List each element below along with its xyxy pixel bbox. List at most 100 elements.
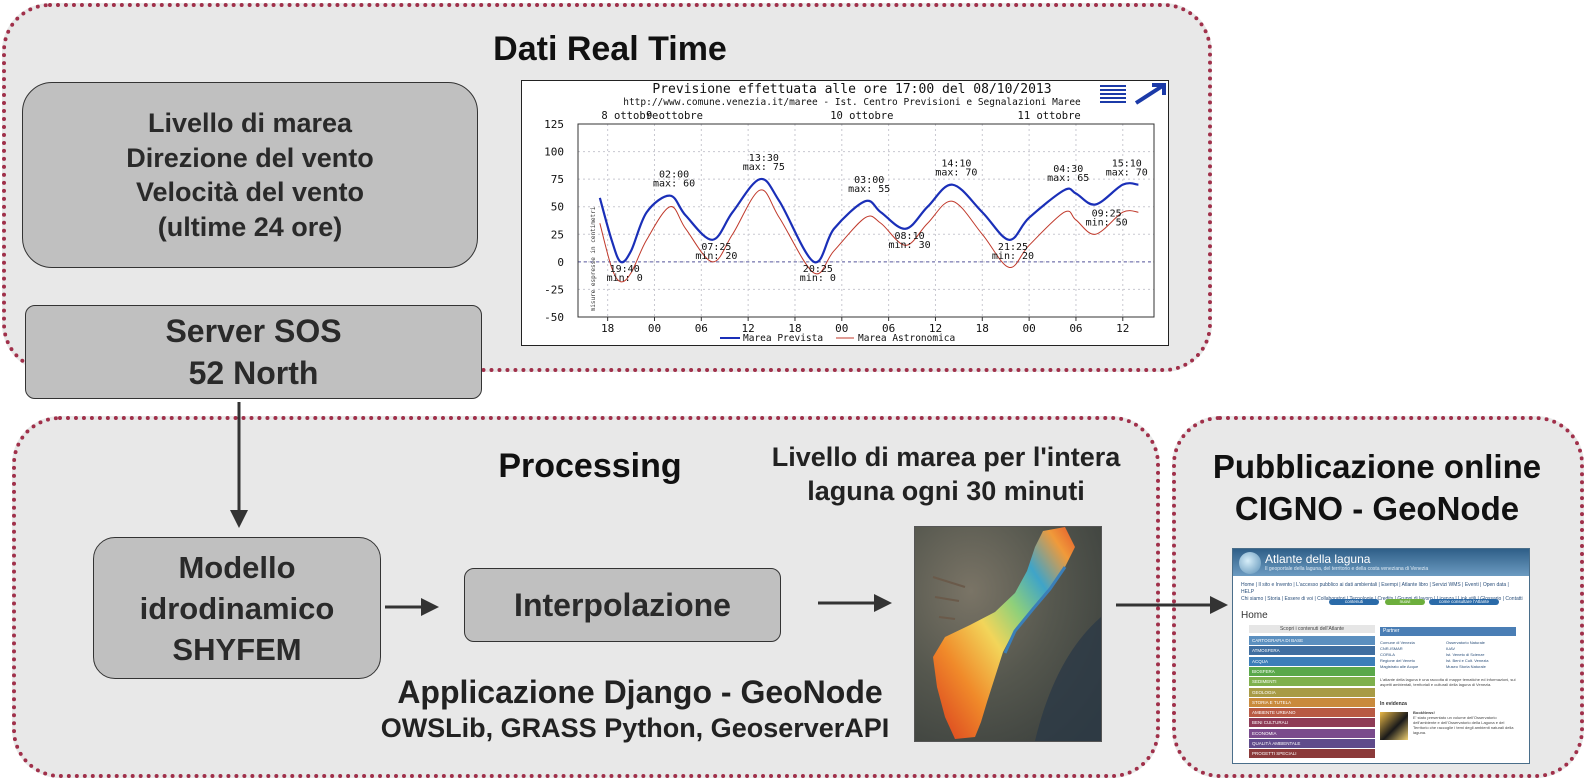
interpolation-label: Interpolazione [514, 586, 731, 623]
processing-title: Processing [498, 447, 682, 485]
x-tick-label-9: 00 [1022, 322, 1035, 335]
site-category-4[interactable]: SEDIMENTI [1249, 677, 1375, 687]
venice-logo-icon [1098, 82, 1166, 105]
site-paragraph: L'atlante della laguna è una raccolta di… [1380, 677, 1516, 687]
date-label-0: 8 ottobre [601, 110, 658, 122]
site-nav-line-2: Chi siamo | Storia | Essere di voi | Col… [1241, 596, 1523, 602]
chart-subtitle: http://www.comune.venezia.it/maree - Ist… [623, 97, 1081, 108]
y-tick-label-2: 75 [551, 173, 564, 186]
chart-series [598, 177, 1139, 283]
site-partner-4[interactable]: CORILA [1380, 652, 1395, 657]
model-line-2: idrodinamico [139, 590, 335, 626]
site-partner-7[interactable]: Ist. Beni e Cult. Venezia [1446, 658, 1489, 663]
data-sources-box: Livello di marea Direzione del vento Vel… [22, 82, 478, 268]
chart-legend: Marea Prevista Marea Astronomica [720, 333, 955, 344]
news-thumbnail [1380, 712, 1408, 740]
site-home-label: Home [1241, 610, 1268, 621]
site-partner-9[interactable]: Museo Storia Naturale [1446, 664, 1486, 669]
lagoon-tide-map [914, 526, 1102, 742]
site-header: Atlante della laguna Il geoportale della… [1233, 549, 1529, 576]
site-partner-8[interactable]: Magistrato alle Acque [1380, 664, 1419, 669]
y-tick-label-1: 100 [544, 146, 564, 159]
site-category-0[interactable]: CARTOGRAFIA DI BASE [1249, 636, 1375, 645]
annotation-11-line-1: min: 50 [1086, 218, 1128, 229]
site-partner-6[interactable]: Regione del Veneto [1380, 658, 1415, 663]
annotation-11-line-0: 09:25 [1092, 209, 1122, 220]
site-category-10[interactable]: QUALITÀ AMBIENTALE [1249, 739, 1375, 748]
x-tick-label-2: 06 [695, 322, 708, 335]
annotation-5-line-0: 15:10 [1112, 159, 1142, 170]
series-line-0 [598, 177, 1139, 264]
site-category-3[interactable]: BIOSFERA [1249, 666, 1375, 676]
site-partner-0[interactable]: Comune di Venezia [1380, 640, 1415, 645]
annotation-10-line-1: min: 20 [992, 251, 1034, 262]
site-category-2[interactable]: ACQUA [1249, 656, 1375, 666]
site-button-2[interactable]: come consultare l'Atlante [1429, 599, 1499, 605]
annotation-6-line-0: 19:40 [610, 264, 640, 275]
legend-marea-prevista: Marea Prevista [743, 333, 823, 344]
model-shyfem-box: Modello idrodinamico SHYFEM [93, 537, 381, 679]
annotation-4-line-0: 04:30 [1053, 164, 1083, 175]
site-evidence-label: In evidenza [1380, 701, 1407, 707]
annotation-6-line-1: min: 0 [607, 273, 643, 284]
y-tick-label-4: 25 [551, 228, 564, 241]
x-tick-label-8: 18 [976, 322, 989, 335]
site-news: BookNews! E' stato presentato un volume … [1413, 710, 1519, 735]
site-category-6[interactable]: STORIA E TUTELA [1249, 697, 1375, 707]
x-tick-label-11: 12 [1116, 322, 1129, 335]
annotation-8-line-1: min: 0 [800, 273, 836, 284]
site-partner-1[interactable]: Osservatorio Naturale [1446, 640, 1485, 645]
publication-title-line-2: CIGNO - GeoNode [1234, 490, 1520, 527]
annotation-10-line-0: 21:25 [998, 242, 1028, 253]
legend-marea-astronomica: Marea Astronomica [858, 333, 955, 344]
plot-frame [577, 123, 1155, 318]
site-category-7[interactable]: AMBIENTE URBANO [1249, 708, 1375, 718]
x-tick-label-0: 18 [601, 322, 614, 335]
x-tick-label-1: 00 [648, 322, 661, 335]
date-label-2: 10 ottobre [830, 110, 893, 122]
y-tick-label-5: 0 [557, 256, 564, 269]
annotation-1-line-0: 13:30 [749, 153, 779, 164]
site-category-9[interactable]: ECONOMIA [1249, 728, 1375, 738]
annotation-7-line-0: 07:25 [701, 242, 731, 253]
x-tick-label-5: 00 [835, 322, 848, 335]
news-title: BookNews! [1413, 710, 1435, 715]
django-title: Applicazione Django - GeoNode [397, 674, 883, 710]
y-tick-label-6: -25 [544, 283, 564, 296]
site-category-1[interactable]: ATMOSFERA [1249, 646, 1375, 656]
annotation-8-line-0: 20:25 [803, 264, 833, 275]
site-category-5[interactable]: GEOLOGIA [1249, 687, 1375, 697]
realtime-title: Dati Real Time [493, 30, 727, 68]
django-subtitle: OWSLib, GRASS Python, GeoserverAPI [380, 713, 890, 743]
site-partner-3[interactable]: IUAV [1446, 646, 1456, 651]
annotation-3-line-0: 14:10 [941, 159, 971, 170]
site-button-1[interactable]: nuovi [1385, 599, 1425, 605]
interpolation-box: Interpolazione [464, 568, 781, 642]
lagoon-map-svg [915, 527, 1101, 741]
site-partner-5[interactable]: Ist. Veneto di Scienze [1446, 652, 1485, 657]
atlante-website-screenshot: Atlante della laguna Il geoportale della… [1232, 548, 1530, 764]
annotation-7-line-1: min: 20 [695, 251, 737, 262]
globe-icon [1239, 552, 1261, 574]
site-category-8[interactable]: BENI CULTURALI [1249, 718, 1375, 728]
map-caption: Livello di marea per l'intera laguna ogn… [740, 440, 1152, 508]
annotation-9-line-1: min: 30 [888, 240, 930, 251]
map-caption-line-2: laguna ogni 30 minuti [807, 476, 1085, 506]
annotation-9-line-0: 08:10 [895, 231, 925, 242]
site-title: Atlante della laguna [1265, 552, 1371, 566]
y-tick-label-7: -50 [544, 311, 564, 324]
site-left-header: Scopri i contenuti dell'Atlante [1249, 625, 1375, 633]
annotation-4-line-1: max: 65 [1047, 173, 1089, 184]
annotation-3-line-1: max: 70 [935, 168, 977, 179]
x-tick-label-4: 18 [788, 322, 801, 335]
arrow-map-to-website [1116, 596, 1228, 614]
x-tick-label-6: 06 [882, 322, 895, 335]
annotation-0-line-1: max: 60 [653, 179, 695, 190]
site-button-0[interactable]: contenuti [1329, 599, 1379, 605]
site-nav-line-1: Home | Il sito e Invento | L'accesso pub… [1241, 582, 1509, 595]
x-tick-label-10: 06 [1069, 322, 1082, 335]
site-partner-2[interactable]: CNR-ISMAR [1380, 646, 1403, 651]
date-label-3: 11 ottobre [1018, 110, 1081, 122]
site-category-11[interactable]: PROGETTI SPECIALI [1249, 749, 1375, 759]
news-text: E' stato presentato un volume dell'Osser… [1413, 715, 1514, 735]
